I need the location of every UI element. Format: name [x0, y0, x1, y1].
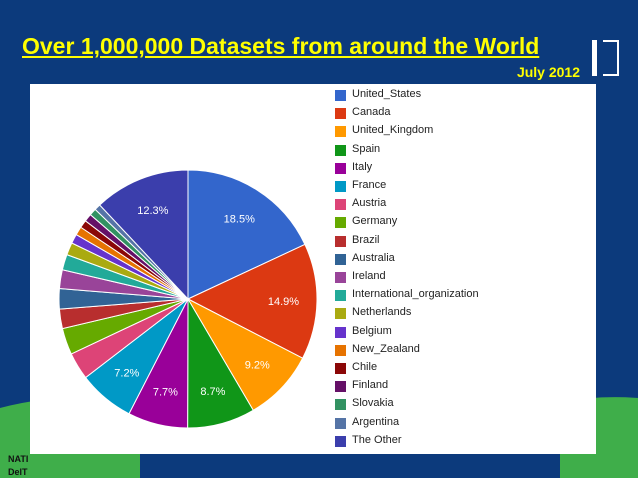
- legend-label: New_Zealand: [352, 342, 420, 355]
- legend-label: Australia: [352, 251, 395, 264]
- legend-swatch: [335, 399, 346, 411]
- decorative-bar: [592, 40, 597, 76]
- legend-swatch: [335, 435, 346, 447]
- data-label-italy: 7.7%: [153, 387, 178, 399]
- legend-label: Canada: [352, 106, 391, 119]
- legend-swatch: [335, 363, 346, 374]
- legend-swatch: [335, 144, 346, 156]
- legend-label: Germany: [352, 215, 398, 228]
- legend-label: United_States: [352, 88, 422, 100]
- legend-label: Chile: [352, 361, 378, 373]
- legend-label: Belgium: [352, 324, 392, 337]
- data-label-canada: 14.9%: [268, 296, 299, 308]
- legend-swatch: [335, 308, 346, 320]
- legend-swatch: [335, 217, 346, 229]
- slide-title: Over 1,000,000 Datasets from around the …: [22, 33, 540, 59]
- pie-slice-united-states: [187, 169, 306, 300]
- decorative-bracket: [603, 40, 619, 76]
- legend-label: International_organization: [352, 288, 479, 301]
- data-label-united-states: 18.5%: [224, 213, 255, 225]
- data-label-spain: 8.7%: [200, 386, 225, 398]
- data-label-the-other: 12.3%: [137, 205, 168, 217]
- footer-text-line2: DelT: [8, 467, 28, 477]
- legend-label: The Other: [352, 433, 402, 446]
- legend-swatch: [335, 344, 346, 356]
- legend-label: France: [352, 179, 387, 191]
- legend-label: Netherlands: [352, 306, 412, 319]
- legend-swatch: [335, 253, 346, 265]
- data-label-france: 7.2%: [114, 367, 139, 379]
- legend-label: Austria: [352, 197, 387, 210]
- slide-subtitle: July 2012: [516, 64, 580, 80]
- legend-swatch: [335, 290, 346, 302]
- legend-label: Finland: [352, 379, 389, 392]
- legend-label: Slovakia: [352, 397, 394, 410]
- footer-text-line1: NATI: [8, 454, 29, 464]
- legend-label: Ireland: [352, 270, 386, 282]
- pie-chart: 18.5% 14.9% 9.2% 8.7% 7.7% 7.2% 12.3%: [58, 169, 318, 429]
- legend-label: United_Kingdom: [352, 124, 434, 137]
- legend-swatch: [335, 181, 346, 192]
- legend-swatch: [335, 235, 346, 247]
- pie-slice-canada: [186, 243, 318, 359]
- legend-swatch: [335, 126, 346, 138]
- legend-label: Italy: [352, 160, 373, 173]
- legend-swatch: [335, 417, 346, 429]
- legend-swatch: [335, 162, 346, 174]
- chart-panel: 18.5% 14.9% 9.2% 8.7% 7.7% 7.2% 12.3% United_S…: [30, 84, 596, 454]
- legend-swatch: [335, 272, 346, 283]
- legend-swatch: [335, 381, 346, 393]
- legend-label: Spain: [352, 142, 381, 155]
- pie-slice-the-other: [98, 169, 189, 301]
- legend-label: Brazil: [352, 233, 380, 246]
- legend-label: Argentina: [352, 415, 400, 428]
- legend-swatch: [335, 90, 346, 101]
- legend-swatch: [335, 108, 346, 120]
- legend-swatch: [335, 199, 346, 211]
- data-label-united-kingdom: 9.2%: [245, 360, 270, 372]
- legend-swatch: [335, 326, 346, 338]
